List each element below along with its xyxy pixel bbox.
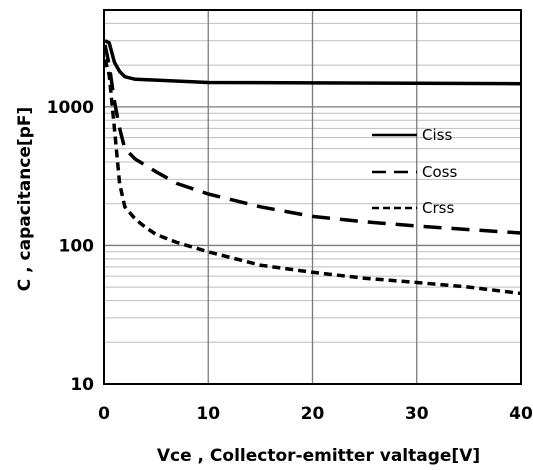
series-line-coss [103, 44, 522, 235]
series-layer [103, 39, 522, 296]
legend-label-coss: Coss [422, 163, 457, 181]
x-axis-label: Vce , Collector-emitter valtage[V] [157, 446, 480, 466]
x-tick-labels: 0 10 20 30 40 [98, 404, 533, 424]
legend-label-ciss: Ciss [422, 126, 452, 144]
x-tick-label: 10 [196, 404, 220, 424]
y-axis-label: C , capacitance[pF] [15, 107, 35, 292]
series-line-ciss [104, 39, 522, 86]
y-tick-label: 1000 [47, 98, 94, 118]
plot-frame [103, 9, 522, 385]
y-tick-label: 100 [59, 236, 95, 256]
legend-label-crss: Crss [422, 199, 454, 217]
y-tick-label: 10 [70, 375, 94, 395]
x-tick-label: 0 [98, 404, 110, 424]
major-gridlines [103, 10, 522, 385]
x-tick-label: 30 [405, 404, 429, 424]
y-tick-labels: 10 100 1000 [47, 98, 94, 395]
x-tick-label: 40 [509, 404, 533, 424]
x-tick-label: 20 [301, 404, 325, 424]
series-line-crss [103, 58, 522, 296]
legend: Ciss Coss Crss [372, 126, 457, 217]
